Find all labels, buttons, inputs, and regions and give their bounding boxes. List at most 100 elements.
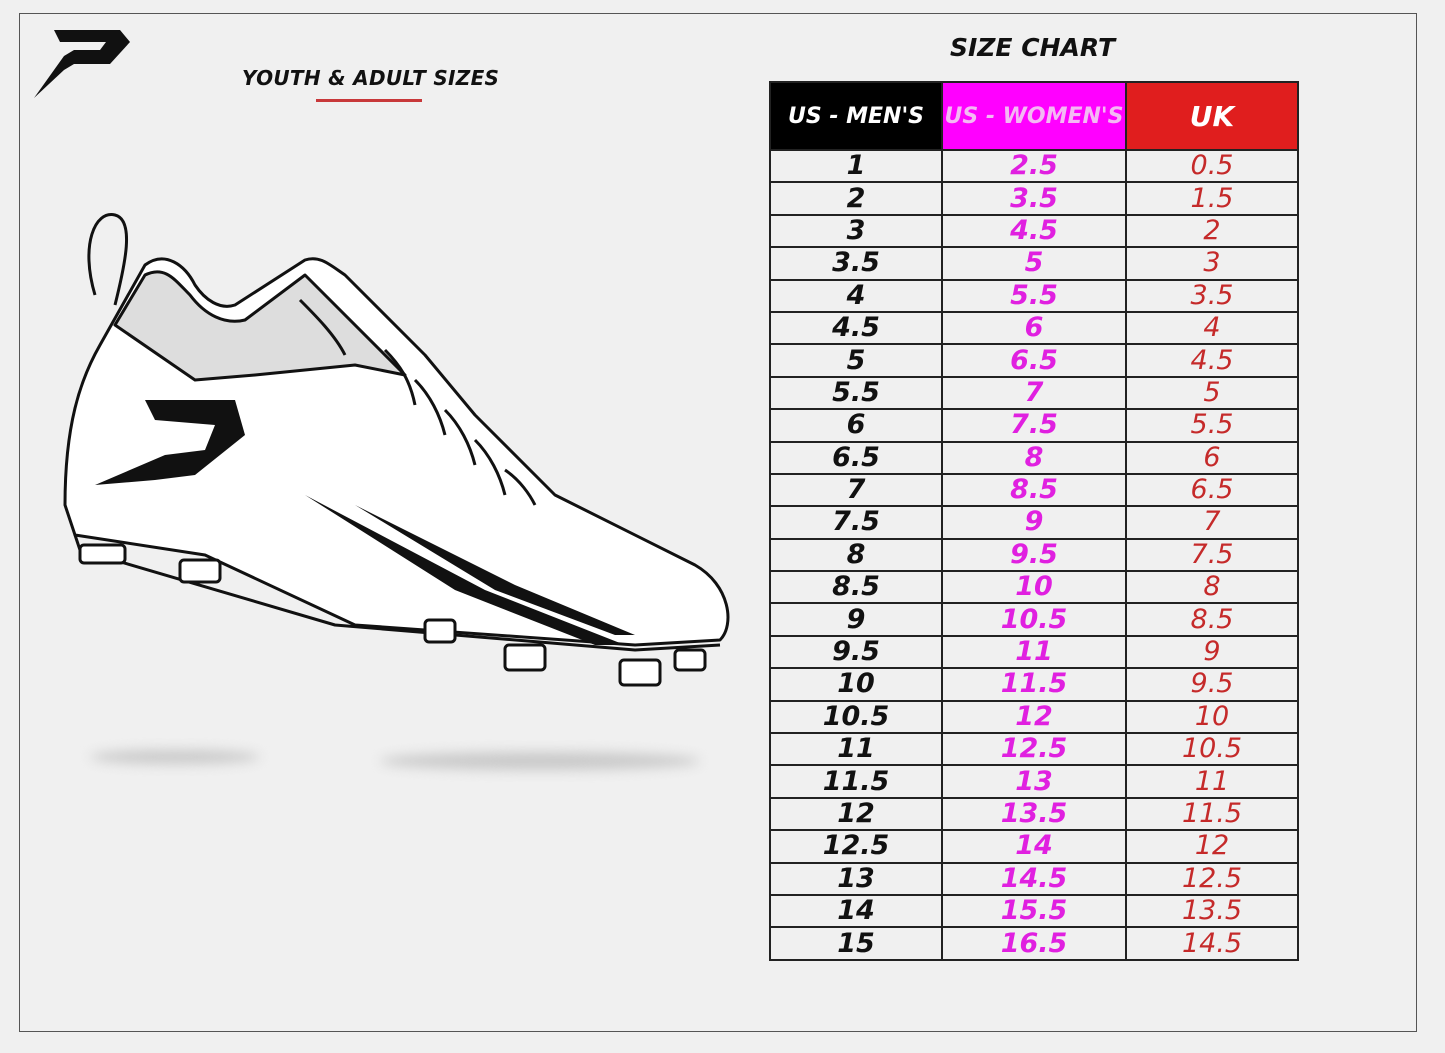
uk-size: 6.5	[1125, 472, 1299, 508]
us-women-size: 8.5	[941, 472, 1127, 508]
us-women-size: 10.5	[941, 602, 1127, 637]
us-men-size: 9	[769, 602, 943, 637]
us-men-size: 5	[769, 343, 943, 378]
uk-size: 6	[1125, 440, 1299, 475]
us-women-size: 13	[941, 764, 1127, 799]
us-men-size: 11.5	[769, 764, 943, 799]
table-row: 1 2.5 0.5	[769, 148, 1299, 184]
table-row: 6 7.5 5.5	[769, 408, 1299, 443]
cleat-illustration	[63, 213, 730, 687]
us-men-size: 5.5	[769, 375, 943, 411]
uk-size: 4.5	[1125, 343, 1299, 378]
us-men-size: 4.5	[769, 310, 943, 346]
us-men-size: 14	[769, 893, 943, 929]
table-row: 3 4.5 2	[769, 213, 1299, 249]
uk-size: 1.5	[1125, 181, 1299, 216]
us-women-size: 3.5	[941, 181, 1127, 216]
us-women-size: 7	[941, 375, 1127, 411]
uk-size: 3	[1125, 246, 1299, 281]
us-women-size: 5.5	[941, 278, 1127, 313]
table-row: 11.5 13 11	[769, 764, 1299, 799]
us-women-size: 9.5	[941, 537, 1127, 573]
us-women-size: 12.5	[941, 732, 1127, 767]
uk-size: 2	[1125, 213, 1299, 249]
us-men-size: 10	[769, 667, 943, 702]
table-header-row: US - MEN'S US - WOMEN'S UK	[769, 81, 1299, 151]
table-row: 14 15.5 13.5	[769, 893, 1299, 929]
size-chart-title: SIZE CHART	[950, 33, 1116, 62]
frame-border	[19, 13, 1417, 1032]
column-header-uk: UK	[1125, 81, 1299, 151]
table-row: 9 10.5 8.5	[769, 602, 1299, 637]
uk-size: 8.5	[1125, 602, 1299, 637]
uk-size: 10	[1125, 699, 1299, 735]
us-women-size: 14	[941, 829, 1127, 864]
subtitle-underline	[316, 99, 422, 102]
us-men-size: 6	[769, 408, 943, 443]
table-row: 5.5 7 5	[769, 375, 1299, 411]
us-men-size: 13	[769, 861, 943, 896]
table-row: 4 5.5 3.5	[769, 278, 1299, 313]
table-row: 4.5 6 4	[769, 310, 1299, 346]
us-men-size: 1	[769, 148, 943, 184]
uk-size: 9.5	[1125, 667, 1299, 702]
shadow-toe	[380, 752, 700, 770]
us-men-size: 11	[769, 732, 943, 767]
table-row: 12.5 14 12	[769, 829, 1299, 864]
table-row: 2 3.5 1.5	[769, 181, 1299, 216]
uk-size: 12.5	[1125, 861, 1299, 896]
table-row: 8 9.5 7.5	[769, 537, 1299, 573]
us-men-size: 12	[769, 796, 943, 832]
us-women-size: 8	[941, 440, 1127, 475]
table-row: 5 6.5 4.5	[769, 343, 1299, 378]
uk-size: 0.5	[1125, 148, 1299, 184]
uk-size: 13.5	[1125, 893, 1299, 929]
subtitle: YOUTH & ADULT SIZES	[242, 66, 500, 90]
uk-size: 9	[1125, 634, 1299, 670]
column-header-us-men: US - MEN'S	[769, 81, 943, 151]
table-row: 8.5 10 8	[769, 570, 1299, 605]
us-men-size: 7.5	[769, 505, 943, 540]
uk-size: 5	[1125, 375, 1299, 411]
table-row: 12 13.5 11.5	[769, 796, 1299, 832]
uk-size: 12	[1125, 829, 1299, 864]
us-men-size: 15	[769, 926, 943, 961]
column-header-us-women: US - WOMEN'S	[941, 81, 1127, 151]
us-women-size: 16.5	[941, 926, 1127, 961]
us-men-size: 8	[769, 537, 943, 573]
uk-size: 11.5	[1125, 796, 1299, 832]
brand-logo-icon	[34, 30, 130, 98]
us-women-size: 4.5	[941, 213, 1127, 249]
us-women-size: 15.5	[941, 893, 1127, 929]
table-row: 11 12.5 10.5	[769, 732, 1299, 767]
table-row: 9.5 11 9	[769, 634, 1299, 670]
us-men-size: 3	[769, 213, 943, 249]
us-men-size: 10.5	[769, 699, 943, 735]
table-row: 15 16.5 14.5	[769, 926, 1299, 961]
us-women-size: 11	[941, 634, 1127, 670]
table-row: 3.5 5 3	[769, 246, 1299, 281]
uk-size: 14.5	[1125, 926, 1299, 961]
us-women-size: 10	[941, 570, 1127, 605]
us-women-size: 7.5	[941, 408, 1127, 443]
table-row: 6.5 8 6	[769, 440, 1299, 475]
uk-size: 7.5	[1125, 537, 1299, 573]
table-row: 7.5 9 7	[769, 505, 1299, 540]
table-row: 13 14.5 12.5	[769, 861, 1299, 896]
table-row: 10.5 12 10	[769, 699, 1299, 735]
us-women-size: 12	[941, 699, 1127, 735]
table-row: 10 11.5 9.5	[769, 667, 1299, 702]
us-women-size: 11.5	[941, 667, 1127, 702]
us-women-size: 14.5	[941, 861, 1127, 896]
uk-size: 5.5	[1125, 408, 1299, 443]
uk-size: 4	[1125, 310, 1299, 346]
uk-size: 3.5	[1125, 278, 1299, 313]
us-women-size: 6	[941, 310, 1127, 346]
us-men-size: 2	[769, 181, 943, 216]
uk-size: 10.5	[1125, 732, 1299, 767]
us-men-size: 3.5	[769, 246, 943, 281]
us-men-size: 9.5	[769, 634, 943, 670]
uk-size: 8	[1125, 570, 1299, 605]
us-women-size: 6.5	[941, 343, 1127, 378]
us-men-size: 6.5	[769, 440, 943, 475]
